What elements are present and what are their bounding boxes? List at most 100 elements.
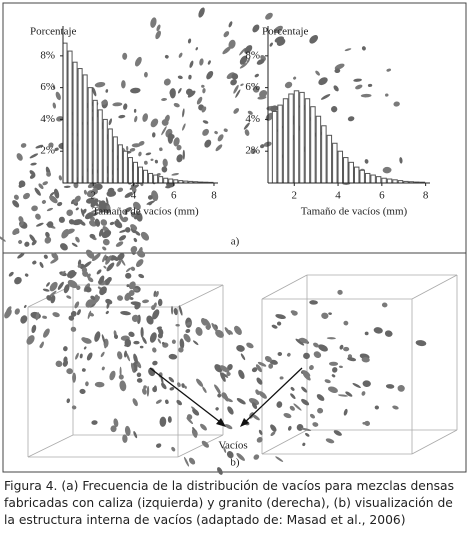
void-blob	[35, 312, 40, 321]
void-blob	[187, 90, 196, 98]
void-blob	[49, 281, 58, 292]
void-blob	[299, 337, 309, 344]
bar	[337, 150, 344, 184]
void-blob	[74, 301, 80, 309]
void-blob	[90, 295, 96, 301]
void-blob	[195, 327, 203, 336]
void-blob	[271, 324, 278, 329]
void-blob	[164, 114, 170, 123]
void-blob	[109, 221, 115, 226]
void-blob	[105, 89, 109, 93]
void-blob	[22, 192, 30, 200]
void-blob	[117, 187, 124, 193]
void-blob	[253, 454, 260, 460]
void-blob	[49, 290, 57, 298]
void-blob	[94, 218, 101, 227]
void-blob	[397, 384, 405, 392]
void-blob	[270, 105, 279, 112]
void-blob	[70, 199, 75, 205]
void-blob	[338, 365, 343, 369]
void-blob	[202, 88, 206, 94]
void-blob	[49, 192, 55, 197]
void-blob	[116, 260, 122, 267]
void-blob	[198, 7, 205, 18]
void-blob	[238, 369, 245, 379]
bar	[277, 104, 283, 184]
void-blob	[60, 243, 68, 251]
void-blob	[252, 86, 260, 93]
void-blob	[53, 188, 60, 199]
void-blob	[110, 425, 117, 433]
void-blob	[164, 54, 169, 59]
void-blob	[337, 289, 343, 295]
void-blob	[29, 153, 39, 159]
bar	[92, 99, 98, 184]
void-blob	[131, 143, 141, 148]
y-tick-label: 4%	[245, 113, 260, 125]
void-blob	[223, 446, 227, 453]
void-blob	[105, 298, 113, 305]
void-blob	[39, 344, 43, 348]
cube-edge	[177, 284, 224, 308]
x-tick-label: 2	[90, 190, 96, 202]
void-blob	[275, 456, 284, 462]
void-blob	[192, 340, 199, 346]
void-blob	[201, 440, 209, 448]
void-blob	[139, 345, 144, 349]
void-blob	[230, 79, 237, 86]
void-blob	[24, 241, 30, 247]
void-blob	[228, 21, 233, 28]
void-blob	[188, 74, 192, 80]
void-blob	[255, 389, 260, 396]
void-blob	[94, 331, 101, 342]
void-blob	[132, 398, 138, 407]
void-blob	[327, 386, 338, 393]
void-blob	[222, 46, 232, 55]
x-axis-label: Tamaño de vacíos (mm)	[92, 206, 199, 218]
void-blob	[202, 386, 207, 393]
void-blob	[72, 372, 77, 383]
void-blob	[105, 197, 109, 205]
void-blob	[239, 62, 248, 69]
void-blob	[196, 96, 203, 105]
void-blob	[102, 254, 107, 263]
bar	[326, 134, 333, 184]
void-blob	[152, 132, 156, 138]
void-blob	[109, 370, 116, 381]
void-blob	[290, 387, 295, 391]
void-blob	[224, 327, 231, 336]
void-blob	[152, 360, 158, 366]
void-blob	[257, 95, 267, 100]
void-blob	[106, 302, 110, 309]
void-blob	[268, 363, 274, 369]
void-blob	[71, 242, 78, 247]
void-blob	[132, 186, 137, 194]
void-blob	[73, 182, 79, 189]
void-blob	[113, 418, 119, 428]
bar	[299, 91, 305, 184]
void-blob	[343, 320, 349, 326]
void-blob	[124, 292, 132, 301]
void-blob	[35, 222, 44, 227]
void-blob	[270, 431, 276, 437]
bar	[148, 172, 154, 184]
void-blob	[293, 403, 302, 411]
void-blob	[177, 87, 182, 94]
arrow	[241, 367, 303, 426]
void-blob	[199, 58, 204, 66]
bar	[67, 50, 73, 184]
void-blob	[265, 12, 273, 20]
void-blob	[337, 394, 348, 397]
void-blob	[70, 326, 77, 332]
bar	[359, 169, 365, 184]
void-blob	[101, 334, 106, 344]
void-blob	[89, 233, 96, 239]
void-blob	[303, 352, 310, 360]
void-blob	[149, 332, 157, 343]
void-blob	[231, 73, 239, 80]
void-blob	[118, 374, 124, 380]
void-blob	[106, 262, 115, 272]
void-blob	[381, 302, 388, 308]
void-blob	[41, 199, 46, 204]
